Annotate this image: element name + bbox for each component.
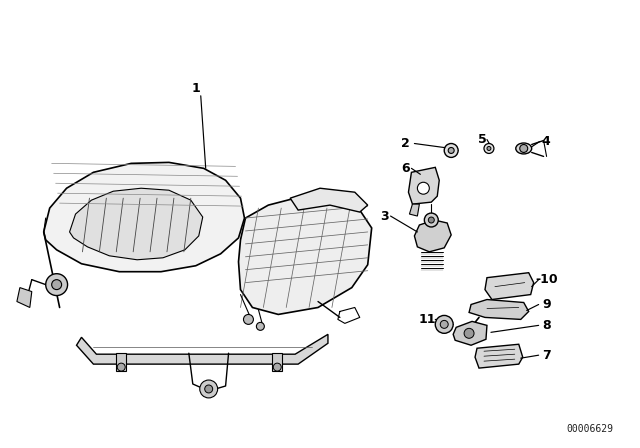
Polygon shape — [116, 353, 126, 371]
Polygon shape — [475, 344, 523, 368]
Text: 5: 5 — [477, 133, 486, 146]
Polygon shape — [70, 188, 203, 260]
Polygon shape — [408, 168, 439, 204]
Circle shape — [257, 323, 264, 330]
Polygon shape — [44, 162, 244, 271]
Text: 1: 1 — [191, 82, 200, 95]
Text: 9: 9 — [542, 298, 551, 311]
Circle shape — [52, 280, 61, 289]
Text: 3: 3 — [380, 210, 389, 223]
Text: 4: 4 — [541, 135, 550, 148]
Circle shape — [424, 213, 438, 227]
Text: 6: 6 — [401, 162, 410, 175]
Text: -10: -10 — [535, 273, 558, 286]
Circle shape — [484, 143, 494, 154]
Polygon shape — [453, 321, 487, 345]
Circle shape — [45, 274, 68, 296]
Text: 11: 11 — [419, 313, 436, 326]
Polygon shape — [17, 288, 32, 307]
Circle shape — [200, 380, 218, 398]
Circle shape — [205, 385, 212, 393]
Polygon shape — [485, 273, 534, 300]
Polygon shape — [290, 188, 368, 212]
Text: 00006629: 00006629 — [566, 424, 613, 434]
Circle shape — [273, 363, 281, 371]
Polygon shape — [239, 198, 372, 314]
Text: 2: 2 — [401, 137, 410, 150]
Circle shape — [464, 328, 474, 338]
Polygon shape — [410, 204, 419, 216]
Circle shape — [448, 147, 454, 154]
Text: 8: 8 — [542, 319, 551, 332]
Ellipse shape — [516, 143, 532, 154]
Circle shape — [444, 143, 458, 157]
Polygon shape — [469, 300, 529, 319]
Circle shape — [417, 182, 429, 194]
Circle shape — [435, 315, 453, 333]
Circle shape — [117, 363, 125, 371]
Circle shape — [428, 217, 435, 223]
Text: 7: 7 — [542, 349, 551, 362]
Circle shape — [487, 146, 491, 151]
Circle shape — [520, 145, 528, 152]
Polygon shape — [415, 220, 451, 252]
Polygon shape — [272, 353, 282, 371]
Circle shape — [243, 314, 253, 324]
Circle shape — [440, 320, 448, 328]
Polygon shape — [77, 334, 328, 364]
